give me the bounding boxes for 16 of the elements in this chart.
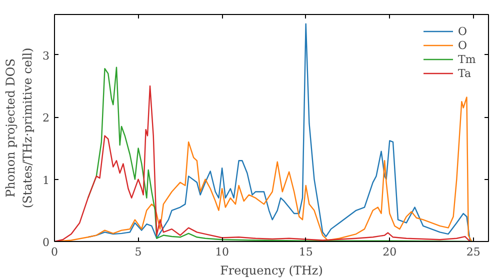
legend-label: O xyxy=(458,38,468,52)
y-tick-label: 0 xyxy=(42,236,50,249)
y-axis-title: Phonon projected DOS (States/THz·primitive cell) xyxy=(4,48,34,208)
x-axis-title: Frequency (THz) xyxy=(220,264,323,278)
legend-label: Ta xyxy=(458,66,472,80)
x-tick-label: 20 xyxy=(382,246,397,258)
x-tick-label: 10 xyxy=(215,246,230,258)
y-tick-label: 1 xyxy=(42,174,50,187)
x-tick-label: 0 xyxy=(51,246,58,258)
y-tick-label: 3 xyxy=(42,49,50,62)
legend-label: O xyxy=(458,24,468,38)
x-tick-label: 15 xyxy=(298,246,313,258)
legend-label: Tm xyxy=(458,52,477,66)
y-tick-label: 2 xyxy=(42,112,50,125)
x-tick-label: 5 xyxy=(134,246,142,258)
x-tick-label: 25 xyxy=(466,246,480,258)
